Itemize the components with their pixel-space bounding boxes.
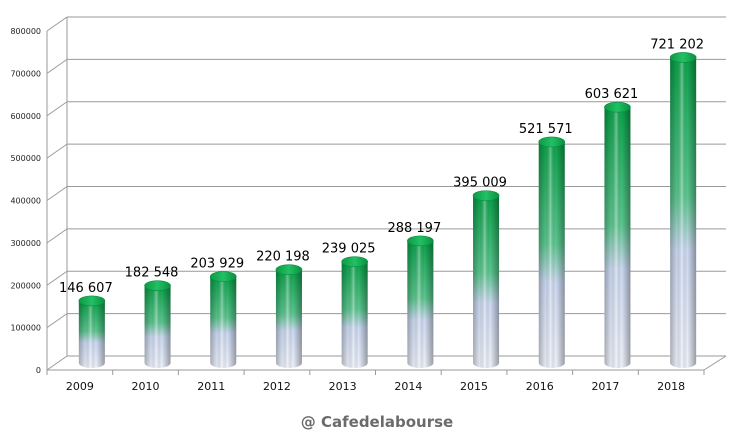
y-tick-label: 200000 <box>10 281 41 290</box>
bar-shading <box>275 269 302 368</box>
x-tick-label: 2018 <box>657 380 685 393</box>
side-gridline <box>46 270 68 286</box>
chart-axes <box>46 16 727 375</box>
bar-shading <box>78 300 105 368</box>
data-label: 182 548 <box>125 266 179 281</box>
x-tick-label: 2012 <box>263 380 291 393</box>
side-gridline <box>46 58 68 74</box>
bar-cap <box>604 101 631 113</box>
bar-cap <box>78 295 106 307</box>
x-tick-label: 2013 <box>329 380 357 393</box>
side-gridline <box>46 16 68 32</box>
x-tick-label: 2011 <box>197 380 225 393</box>
bar-cap <box>144 280 171 291</box>
x-tick-label: 2015 <box>460 380 488 393</box>
bar-shading <box>144 285 171 368</box>
data-label: 203 929 <box>190 257 244 272</box>
data-label: 521 571 <box>519 122 573 137</box>
y-axis-ticks: 0 100000 200000 300000 400000 500000 600000 700… <box>10 27 41 375</box>
bar-2009: 146 607 <box>59 281 113 368</box>
y-tick-label: 600000 <box>10 112 41 121</box>
side-gridline <box>46 101 68 117</box>
data-label: 603 621 <box>585 87 639 102</box>
bar-2018: 721 202 <box>650 37 704 368</box>
bar-2015: 395 009 <box>453 176 507 368</box>
bar-2016: 521 571 <box>519 122 573 368</box>
x-axis-ticks: 2009 2010 2011 2012 2013 2014 2015 2016 2017 2018 <box>66 380 685 393</box>
y-tick-label: 700000 <box>10 69 41 78</box>
bar-shading <box>473 195 500 368</box>
bar-cap <box>209 271 237 282</box>
bar-cap <box>669 52 697 63</box>
y-tick-label: 300000 <box>10 239 41 248</box>
bar-shading <box>407 240 434 368</box>
bar-shading <box>210 276 237 368</box>
bar-cap <box>407 235 434 247</box>
y-tick-label: 500000 <box>10 154 41 163</box>
x-tick-label: 2009 <box>66 380 94 393</box>
bar-shading <box>604 107 631 368</box>
bar-cap <box>472 190 500 201</box>
bar-2010: 182 548 <box>125 266 179 368</box>
credit-text: @ Cafedelabourse <box>301 413 453 431</box>
side-gridline <box>46 228 68 244</box>
bar-cap <box>341 256 368 268</box>
bar-shading <box>670 57 697 368</box>
bar-cap <box>275 264 303 275</box>
side-gridline <box>46 143 68 159</box>
data-label: 721 202 <box>650 37 704 52</box>
x-tick-label: 2010 <box>132 380 160 393</box>
y-tick-label: 400000 <box>10 197 41 206</box>
bar-2013: 239 025 <box>322 242 376 368</box>
y-tick-label: 100000 <box>10 324 41 333</box>
bar-cap <box>538 136 566 148</box>
chart-bars: 146 607 182 548 203 929 220 198 239 025 288 1… <box>59 37 704 368</box>
bar-shading <box>538 141 565 368</box>
x-tick-label: 2014 <box>394 380 422 393</box>
x-tick-label: 2017 <box>591 380 619 393</box>
bar-2014: 288 197 <box>387 221 441 368</box>
data-label: 395 009 <box>453 176 507 191</box>
side-gridline <box>46 186 68 201</box>
floor-edge <box>703 355 727 371</box>
x-tick-label: 2016 <box>526 380 554 393</box>
data-label: 220 198 <box>256 250 310 265</box>
data-label: 288 197 <box>387 221 441 236</box>
side-gridline <box>46 313 68 329</box>
side-gridline <box>46 355 68 371</box>
bar-2011: 203 929 <box>190 257 244 368</box>
data-label: 239 025 <box>322 242 376 257</box>
y-tick-label: 800000 <box>10 27 41 36</box>
bar-shading <box>341 261 368 368</box>
bar-2012: 220 198 <box>256 250 310 368</box>
bar-2017: 603 621 <box>585 87 639 368</box>
data-label: 146 607 <box>59 281 113 296</box>
y-tick-label: 0 <box>36 366 41 375</box>
